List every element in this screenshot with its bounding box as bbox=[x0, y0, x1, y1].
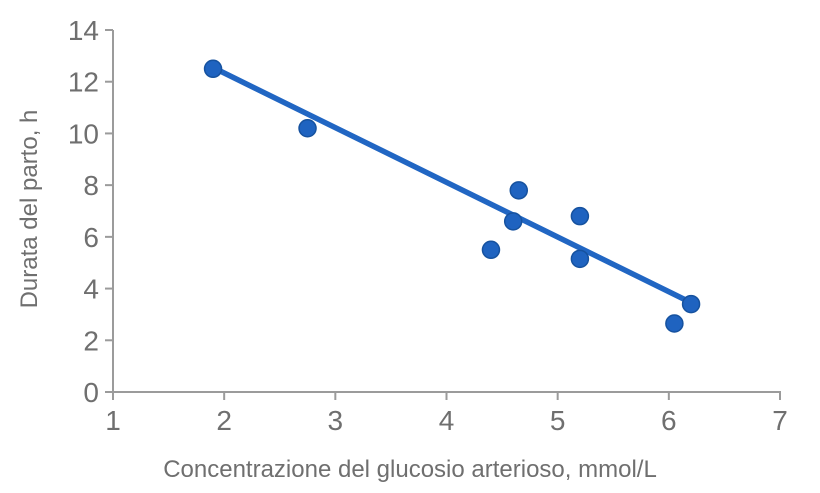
data-point bbox=[203, 59, 223, 79]
x-tick-label: 1 bbox=[105, 405, 121, 436]
data-point bbox=[298, 119, 317, 138]
trend-line bbox=[210, 64, 700, 309]
data-point bbox=[503, 212, 523, 231]
x-tick-label: 6 bbox=[661, 405, 677, 436]
x-tick-label: 4 bbox=[439, 405, 455, 436]
x-tick-label: 2 bbox=[216, 405, 232, 436]
y-tick-label: 10 bbox=[68, 118, 99, 149]
x-tick-label: 3 bbox=[328, 405, 344, 436]
data-point bbox=[509, 181, 529, 200]
y-tick-label: 8 bbox=[83, 170, 99, 201]
y-tick-label: 14 bbox=[68, 15, 99, 46]
x-tick-label: 5 bbox=[550, 405, 566, 436]
y-tick-label: 4 bbox=[83, 274, 99, 305]
data-point bbox=[681, 294, 701, 314]
data-point bbox=[665, 314, 684, 333]
data-point bbox=[570, 206, 590, 226]
y-tick-label: 6 bbox=[83, 222, 99, 253]
data-point bbox=[481, 240, 501, 260]
y-tick-label: 12 bbox=[68, 67, 99, 98]
data-point bbox=[570, 249, 590, 269]
y-tick-label: 2 bbox=[83, 325, 99, 356]
x-tick-label: 7 bbox=[772, 405, 788, 436]
y-tick-label: 0 bbox=[83, 377, 99, 408]
